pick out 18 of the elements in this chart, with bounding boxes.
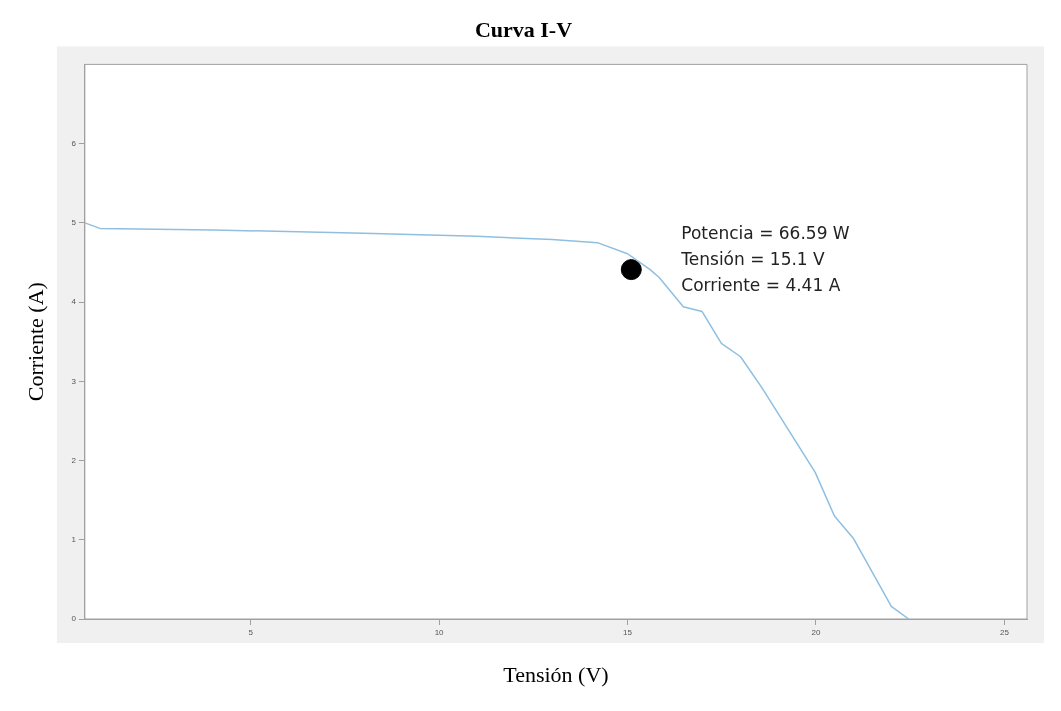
- y-tick-label: 3: [71, 376, 77, 386]
- x-tick-label: 5: [248, 628, 254, 637]
- x-tick-label: 25: [999, 628, 1010, 637]
- annotation: Tensión = 15.1 V: [680, 249, 826, 270]
- y-tick-label: 0: [71, 614, 77, 624]
- y-tick-label: 1: [71, 534, 77, 544]
- x-axis-title: Tensión (V): [503, 661, 609, 687]
- chart-title: Curva I-V: [474, 16, 573, 42]
- x-tick-label: 10: [434, 628, 445, 637]
- x-tick-label: 15: [623, 628, 633, 637]
- y-tick-label: 5: [71, 218, 77, 228]
- y-tick-label: 6: [71, 138, 77, 148]
- annotation: Corriente = 4.41 A: [681, 275, 841, 296]
- y-tick-label: 2: [71, 455, 77, 465]
- y-axis-title: Corriente (A): [22, 282, 48, 402]
- annotation: Potencia = 66.59 W: [681, 223, 850, 244]
- y-tick-label: 4: [71, 297, 77, 307]
- x-tick-label: 20: [811, 628, 821, 637]
